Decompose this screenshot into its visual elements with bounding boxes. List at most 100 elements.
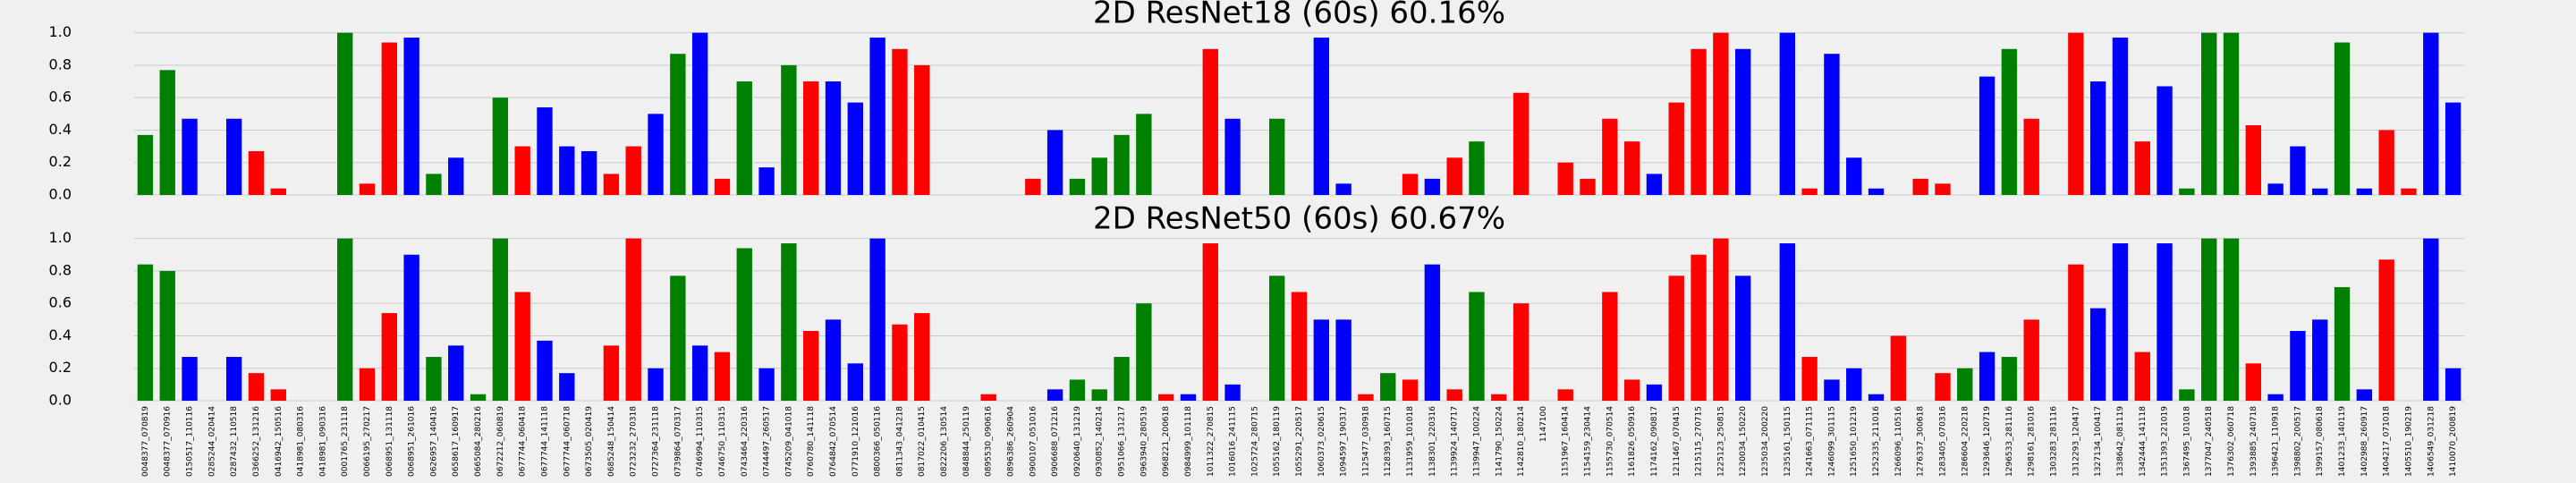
y-tick-label: 0.2: [49, 359, 72, 376]
bar: [1136, 303, 1152, 401]
x-tick-label: 0672212_060819: [496, 406, 505, 477]
x-tick-label: 0066195_270217: [363, 406, 372, 477]
bar: [1335, 183, 1352, 195]
bar: [2445, 368, 2462, 401]
x-tick-label: 0817022_010415: [918, 406, 927, 477]
bar: [492, 97, 509, 195]
bar: [1801, 357, 1818, 401]
bar: [248, 373, 265, 401]
x-tick-label: 1401233_140119: [2338, 406, 2347, 477]
bar: [1735, 48, 1751, 195]
bar: [2267, 183, 2284, 195]
bar: [625, 238, 641, 401]
bar: [1779, 243, 1795, 401]
bar: [2245, 125, 2261, 195]
x-tick-label: 1342444_141118: [2139, 406, 2148, 477]
bar: [1358, 394, 1374, 401]
bar: [980, 394, 996, 401]
bar: [2401, 188, 2417, 195]
x-tick-label: 0048377_070819: [141, 406, 150, 477]
x-tick-label: 1147100: [1539, 406, 1548, 442]
x-tick-label: 1161826_050916: [1628, 406, 1637, 477]
bar: [1269, 275, 1285, 401]
bar: [2356, 188, 2373, 195]
x-tick-label: 1241663_071115: [1806, 406, 1815, 477]
bar: [2267, 394, 2284, 401]
bar: [1491, 394, 1507, 401]
bar: [736, 248, 752, 401]
x-tick-label: 1376302_060718: [2227, 406, 2236, 477]
x-tick-label: 0800366_050116: [874, 406, 883, 477]
x-tick-label: 1055291_220517: [1295, 406, 1304, 477]
bar: [2445, 102, 2462, 195]
bar: [225, 357, 242, 401]
x-tick-label: 0677744_141118: [540, 406, 549, 477]
bar: [2179, 188, 2195, 195]
x-tick-label: 1011322_270815: [1207, 406, 1216, 477]
bar: [1557, 389, 1573, 401]
x-tick-label: 1252335_211016: [1872, 406, 1881, 477]
bar: [1313, 319, 1329, 401]
bar: [1713, 238, 1729, 401]
x-tick-label: 1296533_281116: [2005, 406, 2014, 477]
bar: [1735, 275, 1751, 401]
x-tick-label: 1406549_031218: [2427, 406, 2436, 477]
bar: [403, 254, 419, 401]
bar: [2334, 42, 2351, 196]
x-tick-label: 1128393_160715: [1384, 406, 1393, 477]
y-tick-label: 1.0: [49, 229, 72, 246]
bar: [1114, 134, 1130, 195]
bar: [137, 134, 154, 195]
bar: [2001, 48, 2018, 195]
bar: [1690, 48, 1707, 195]
bar: [1157, 394, 1174, 401]
bar: [1623, 141, 1640, 195]
x-tick-label: 0673505_020419: [585, 406, 594, 477]
bar: [691, 32, 708, 196]
bar: [2089, 81, 2106, 195]
x-tick-label: 1230034_150220: [1739, 406, 1748, 477]
x-tick-label: 1138301_220316: [1428, 406, 1437, 477]
bar: [1557, 162, 1573, 195]
bar: [537, 107, 553, 195]
bar: [2134, 352, 2150, 401]
bar: [2312, 319, 2328, 401]
bar: [1580, 178, 1596, 195]
bar: [1446, 389, 1462, 401]
y-tick-label: 0.4: [49, 121, 72, 138]
bar: [1890, 335, 1907, 401]
bar: [736, 81, 752, 195]
bar: [337, 32, 353, 196]
bar: [1180, 394, 1197, 401]
bar: [1957, 368, 1973, 401]
x-tick-label: 0743464_220316: [741, 406, 750, 477]
x-tick-label: 0760780_141118: [807, 406, 816, 477]
x-tick-label: 0150517_110116: [186, 406, 195, 477]
x-tick-label: 0900107_051016: [1029, 406, 1038, 477]
x-tick-label: 1016016_241115: [1229, 406, 1238, 477]
bar: [2179, 389, 2195, 401]
x-tick-label: 1286604_220218: [1961, 406, 1970, 477]
y-tick-label: 1.0: [49, 23, 72, 40]
bar: [758, 368, 775, 401]
bar: [1979, 352, 1996, 401]
bar: [1868, 394, 1885, 401]
x-tick-label: 0745209_041018: [784, 406, 793, 477]
y-tick-label: 0.2: [49, 153, 72, 170]
x-tick-label: 0068951_261016: [408, 406, 417, 477]
x-tick-label: 1025724_280715: [1250, 406, 1259, 477]
bar: [1846, 157, 1862, 195]
bar: [2068, 264, 2084, 401]
x-tick-label: 0896386_260904: [1006, 406, 1015, 477]
bar: [1513, 92, 1530, 195]
bar: [781, 64, 797, 195]
bar: [2223, 238, 2240, 401]
x-tick-label: 0746750_110315: [718, 406, 727, 477]
x-tick-label: 1410070_200819: [2449, 406, 2458, 477]
x-tick-label: 0685248_150414: [607, 406, 616, 477]
bar: [1224, 384, 1241, 401]
bar: [270, 389, 286, 401]
y-tick-label: 0.4: [49, 326, 72, 343]
bar: [1690, 254, 1707, 401]
